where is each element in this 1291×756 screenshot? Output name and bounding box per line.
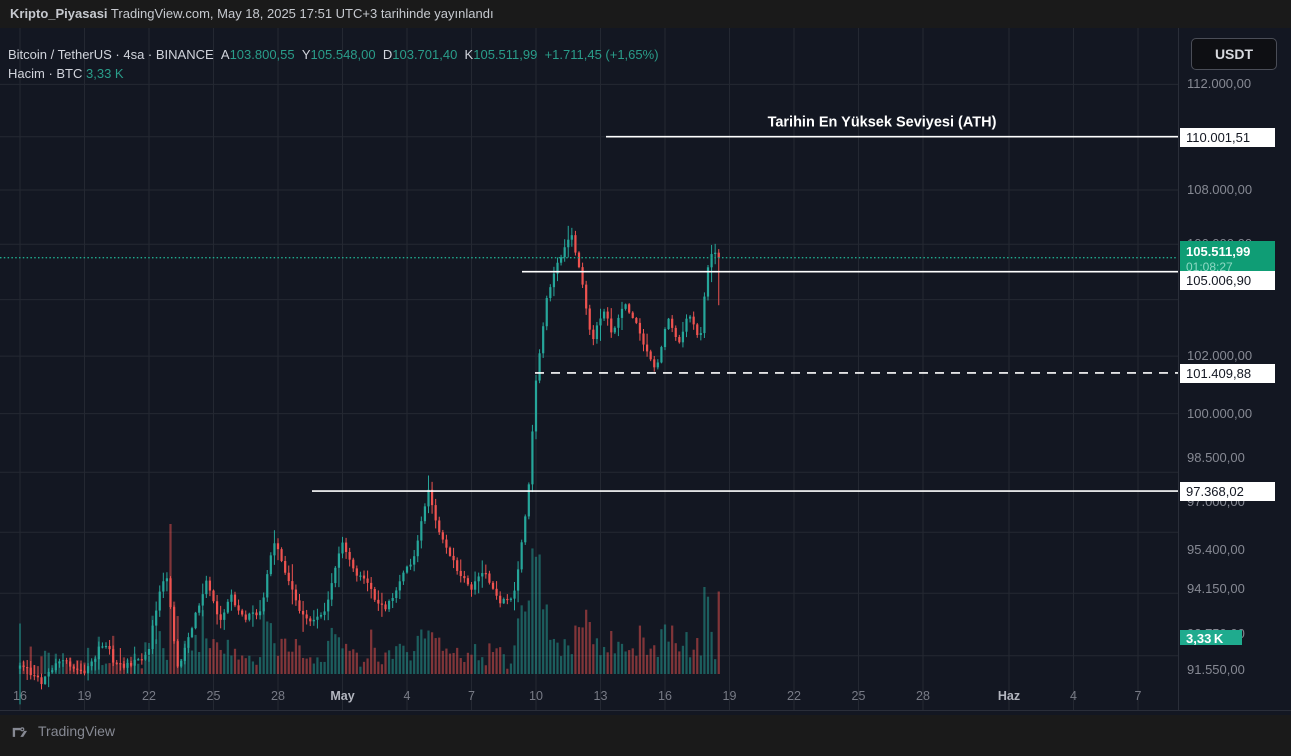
svg-text:4: 4: [1070, 689, 1077, 703]
svg-text:7: 7: [468, 689, 475, 703]
svg-text:7: 7: [1135, 689, 1142, 703]
svg-text:22: 22: [787, 689, 801, 703]
svg-text:22: 22: [142, 689, 156, 703]
svg-text:Tarihin En Yüksek Seviyesi (AT: Tarihin En Yüksek Seviyesi (ATH): [768, 115, 997, 131]
svg-text:13: 13: [594, 689, 608, 703]
svg-text:4: 4: [404, 689, 411, 703]
svg-text:16: 16: [658, 689, 672, 703]
svg-text:28: 28: [916, 689, 930, 703]
svg-text:Haz: Haz: [998, 689, 1020, 703]
svg-text:19: 19: [723, 689, 737, 703]
svg-text:25: 25: [207, 689, 221, 703]
svg-text:16: 16: [13, 689, 27, 703]
svg-text:May: May: [330, 689, 354, 703]
svg-text:25: 25: [852, 689, 866, 703]
svg-text:28: 28: [271, 689, 285, 703]
svg-text:19: 19: [78, 689, 92, 703]
svg-text:10: 10: [529, 689, 543, 703]
